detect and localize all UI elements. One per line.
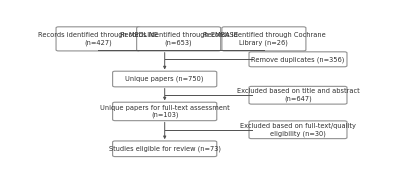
FancyBboxPatch shape (222, 27, 306, 51)
FancyBboxPatch shape (249, 121, 347, 139)
Text: Unique papers (n=750): Unique papers (n=750) (126, 76, 204, 82)
Text: Records identified through Cochrane
Library (n=26): Records identified through Cochrane Libr… (202, 32, 325, 46)
FancyBboxPatch shape (113, 71, 217, 87)
Text: Studies eligible for review (n=73): Studies eligible for review (n=73) (109, 145, 221, 152)
Text: Records identified through EMBASE
(n=653): Records identified through EMBASE (n=653… (120, 32, 238, 46)
FancyBboxPatch shape (249, 52, 347, 67)
FancyBboxPatch shape (113, 102, 217, 121)
Text: Excluded based on title and abstract
(n=647): Excluded based on title and abstract (n=… (237, 89, 359, 102)
FancyBboxPatch shape (137, 27, 221, 51)
Text: Remove duplicates (n=356): Remove duplicates (n=356) (251, 56, 345, 63)
Text: Records identified through MEDLINE
(n=427): Records identified through MEDLINE (n=42… (38, 32, 158, 46)
Text: Unique papers for full-text assessment
(n=103): Unique papers for full-text assessment (… (100, 105, 230, 118)
FancyBboxPatch shape (249, 86, 347, 104)
FancyBboxPatch shape (113, 141, 217, 157)
Text: Excluded based on full-text/quality
eligibility (n=30): Excluded based on full-text/quality elig… (240, 123, 356, 137)
FancyBboxPatch shape (56, 27, 140, 51)
